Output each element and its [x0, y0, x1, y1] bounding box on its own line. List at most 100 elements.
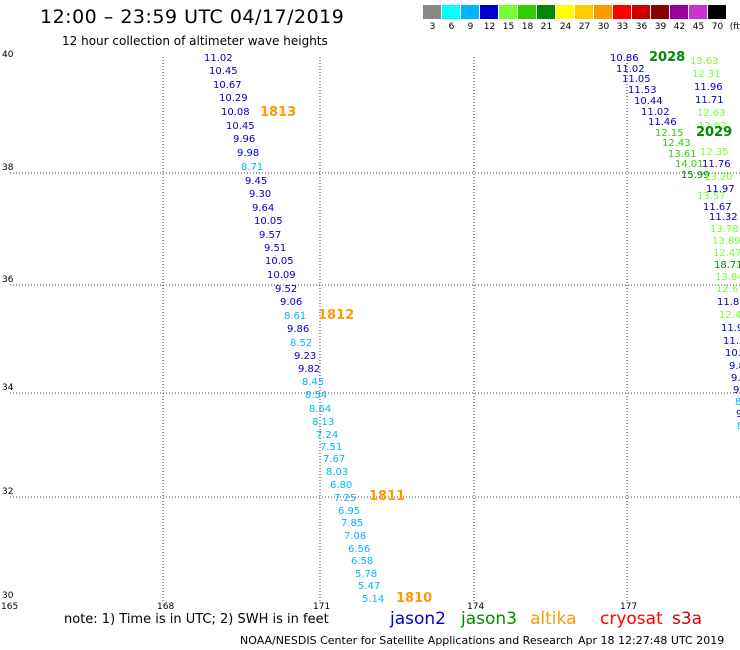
wave-height-value: 9.35	[731, 373, 740, 384]
wave-height-value: 12.15	[655, 128, 684, 139]
legend-altika: altika	[530, 609, 577, 629]
wave-height-value: 12.47	[713, 248, 740, 259]
wave-height-value: 12.31	[692, 69, 721, 80]
wave-height-value: 9.82	[298, 364, 320, 375]
wave-height-value: 8.71	[241, 162, 263, 173]
wave-height-value: 11.05	[622, 74, 651, 85]
wave-height-value: 6.95	[338, 506, 360, 517]
wave-height-value: 10.71	[725, 348, 740, 359]
wave-height-value: 5.47	[358, 581, 380, 592]
wave-height-value: 8.62	[735, 397, 740, 408]
lon-label: 177	[620, 602, 637, 612]
wave-height-value: 13.61	[668, 149, 697, 160]
lat-label: 34	[2, 383, 14, 393]
wave-height-value: 9.45	[245, 176, 267, 187]
wave-height-value: 9.06	[280, 297, 302, 308]
scale-label: 70	[711, 22, 724, 32]
scale-swatch	[423, 5, 442, 19]
lon-label: 171	[313, 602, 330, 612]
pass-label: 1812	[318, 308, 354, 323]
wave-height-value: 11.02	[616, 64, 645, 75]
wave-height-value: 10.86	[610, 53, 639, 64]
wave-height-value: 11.81	[717, 297, 740, 308]
wave-height-value: 9.51	[264, 243, 286, 254]
wave-height-value: 11.02	[204, 53, 233, 64]
wave-height-value: 11.02	[641, 107, 670, 118]
wave-height-value: 11.46	[648, 117, 677, 128]
wave-height-value: 12.61	[716, 284, 740, 295]
wave-height-value: 10.05	[265, 256, 294, 267]
scale-swatch	[537, 5, 556, 19]
wave-height-value: 12.35	[700, 147, 729, 158]
wave-height-value: 9.86	[287, 324, 309, 335]
wave-height-value: 13.84	[715, 272, 740, 283]
wave-height-value: 9.52	[275, 284, 297, 295]
lat-label: 30	[2, 591, 14, 601]
scale-swatch	[499, 5, 518, 19]
scale-swatch	[442, 5, 461, 19]
wave-height-value: 7.25	[334, 493, 356, 504]
wave-height-value: 11.67	[703, 202, 732, 213]
color-scale	[423, 5, 727, 21]
wave-height-value: 11.53	[628, 85, 657, 96]
wave-height-value: 9.06	[736, 409, 740, 420]
wave-height-value: 11.94	[721, 323, 740, 334]
wave-height-value: 5.78	[355, 569, 377, 580]
wave-height-value: 9.23	[294, 351, 316, 362]
wave-height-value: 7.51	[320, 442, 342, 453]
page-title: 12:00 – 23:59 UTC 04/17/2019	[40, 6, 345, 28]
wave-height-value: 6.80	[330, 480, 352, 491]
wave-height-value: 10.67	[213, 80, 242, 91]
lat-label: 36	[2, 275, 14, 285]
wave-height-value: 10.08	[221, 107, 250, 118]
scale-label: 36	[635, 22, 648, 32]
wave-height-value: 13.78	[710, 224, 739, 235]
scale-label: 21	[540, 22, 553, 32]
scale-swatch	[594, 5, 613, 19]
wave-height-value: 8.54	[305, 390, 327, 401]
wave-height-value: 8.64	[309, 404, 331, 415]
wave-height-value: 9.64	[252, 203, 274, 214]
wave-height-value: 12.63	[697, 108, 726, 119]
scale-unit: (ft)	[729, 22, 740, 32]
scale-label: 12	[483, 22, 496, 32]
scale-label: 15	[502, 22, 515, 32]
wave-height-value: 9.96	[233, 134, 255, 145]
pass-label: 2029	[696, 125, 732, 140]
wave-height-value: 12.49	[719, 310, 740, 321]
scale-label: 18	[521, 22, 534, 32]
wave-height-value: 13.57	[697, 191, 726, 202]
scale-label: 6	[448, 22, 455, 32]
scale-label: 42	[673, 22, 686, 32]
scale-swatch	[575, 5, 594, 19]
wave-height-value: 8.61	[284, 311, 306, 322]
wave-height-value: 11.71	[695, 95, 724, 106]
credits: NOAA/NESDIS Center for Satellite Applica…	[240, 634, 574, 647]
lat-label: 40	[2, 50, 14, 60]
scale-swatch	[461, 5, 480, 19]
scale-swatch	[480, 5, 499, 19]
lon-label: 168	[157, 602, 174, 612]
scale-swatch	[670, 5, 689, 19]
timestamp: Apr 18 12:27:48 UTC 2019	[578, 634, 725, 647]
wave-height-value: 7.24	[316, 430, 338, 441]
wave-height-value: 10.09	[267, 270, 296, 281]
scale-label: 3	[429, 22, 436, 32]
wave-height-value: 10.29	[219, 93, 248, 104]
scale-swatch	[651, 5, 670, 19]
wave-height-value: 11.32	[709, 212, 738, 223]
wave-height-value: 10.44	[634, 96, 663, 107]
wave-height-value: 12.02	[698, 121, 727, 132]
scale-label: 24	[559, 22, 572, 32]
footer-note: note: 1) Time is in UTC; 2) SWH is in fe…	[64, 612, 329, 627]
pass-label: 1811	[369, 489, 405, 504]
scale-swatch	[556, 5, 575, 19]
wave-height-value: 8.52	[290, 338, 312, 349]
scale-swatch	[518, 5, 537, 19]
wave-height-value: 7.08	[344, 531, 366, 542]
scale-label: 30	[597, 22, 610, 32]
wave-height-value: 9.80	[729, 361, 740, 372]
wave-height-value: 5.14	[362, 594, 384, 605]
wave-height-value: 10.05	[254, 216, 283, 227]
lat-label: 32	[2, 487, 13, 497]
